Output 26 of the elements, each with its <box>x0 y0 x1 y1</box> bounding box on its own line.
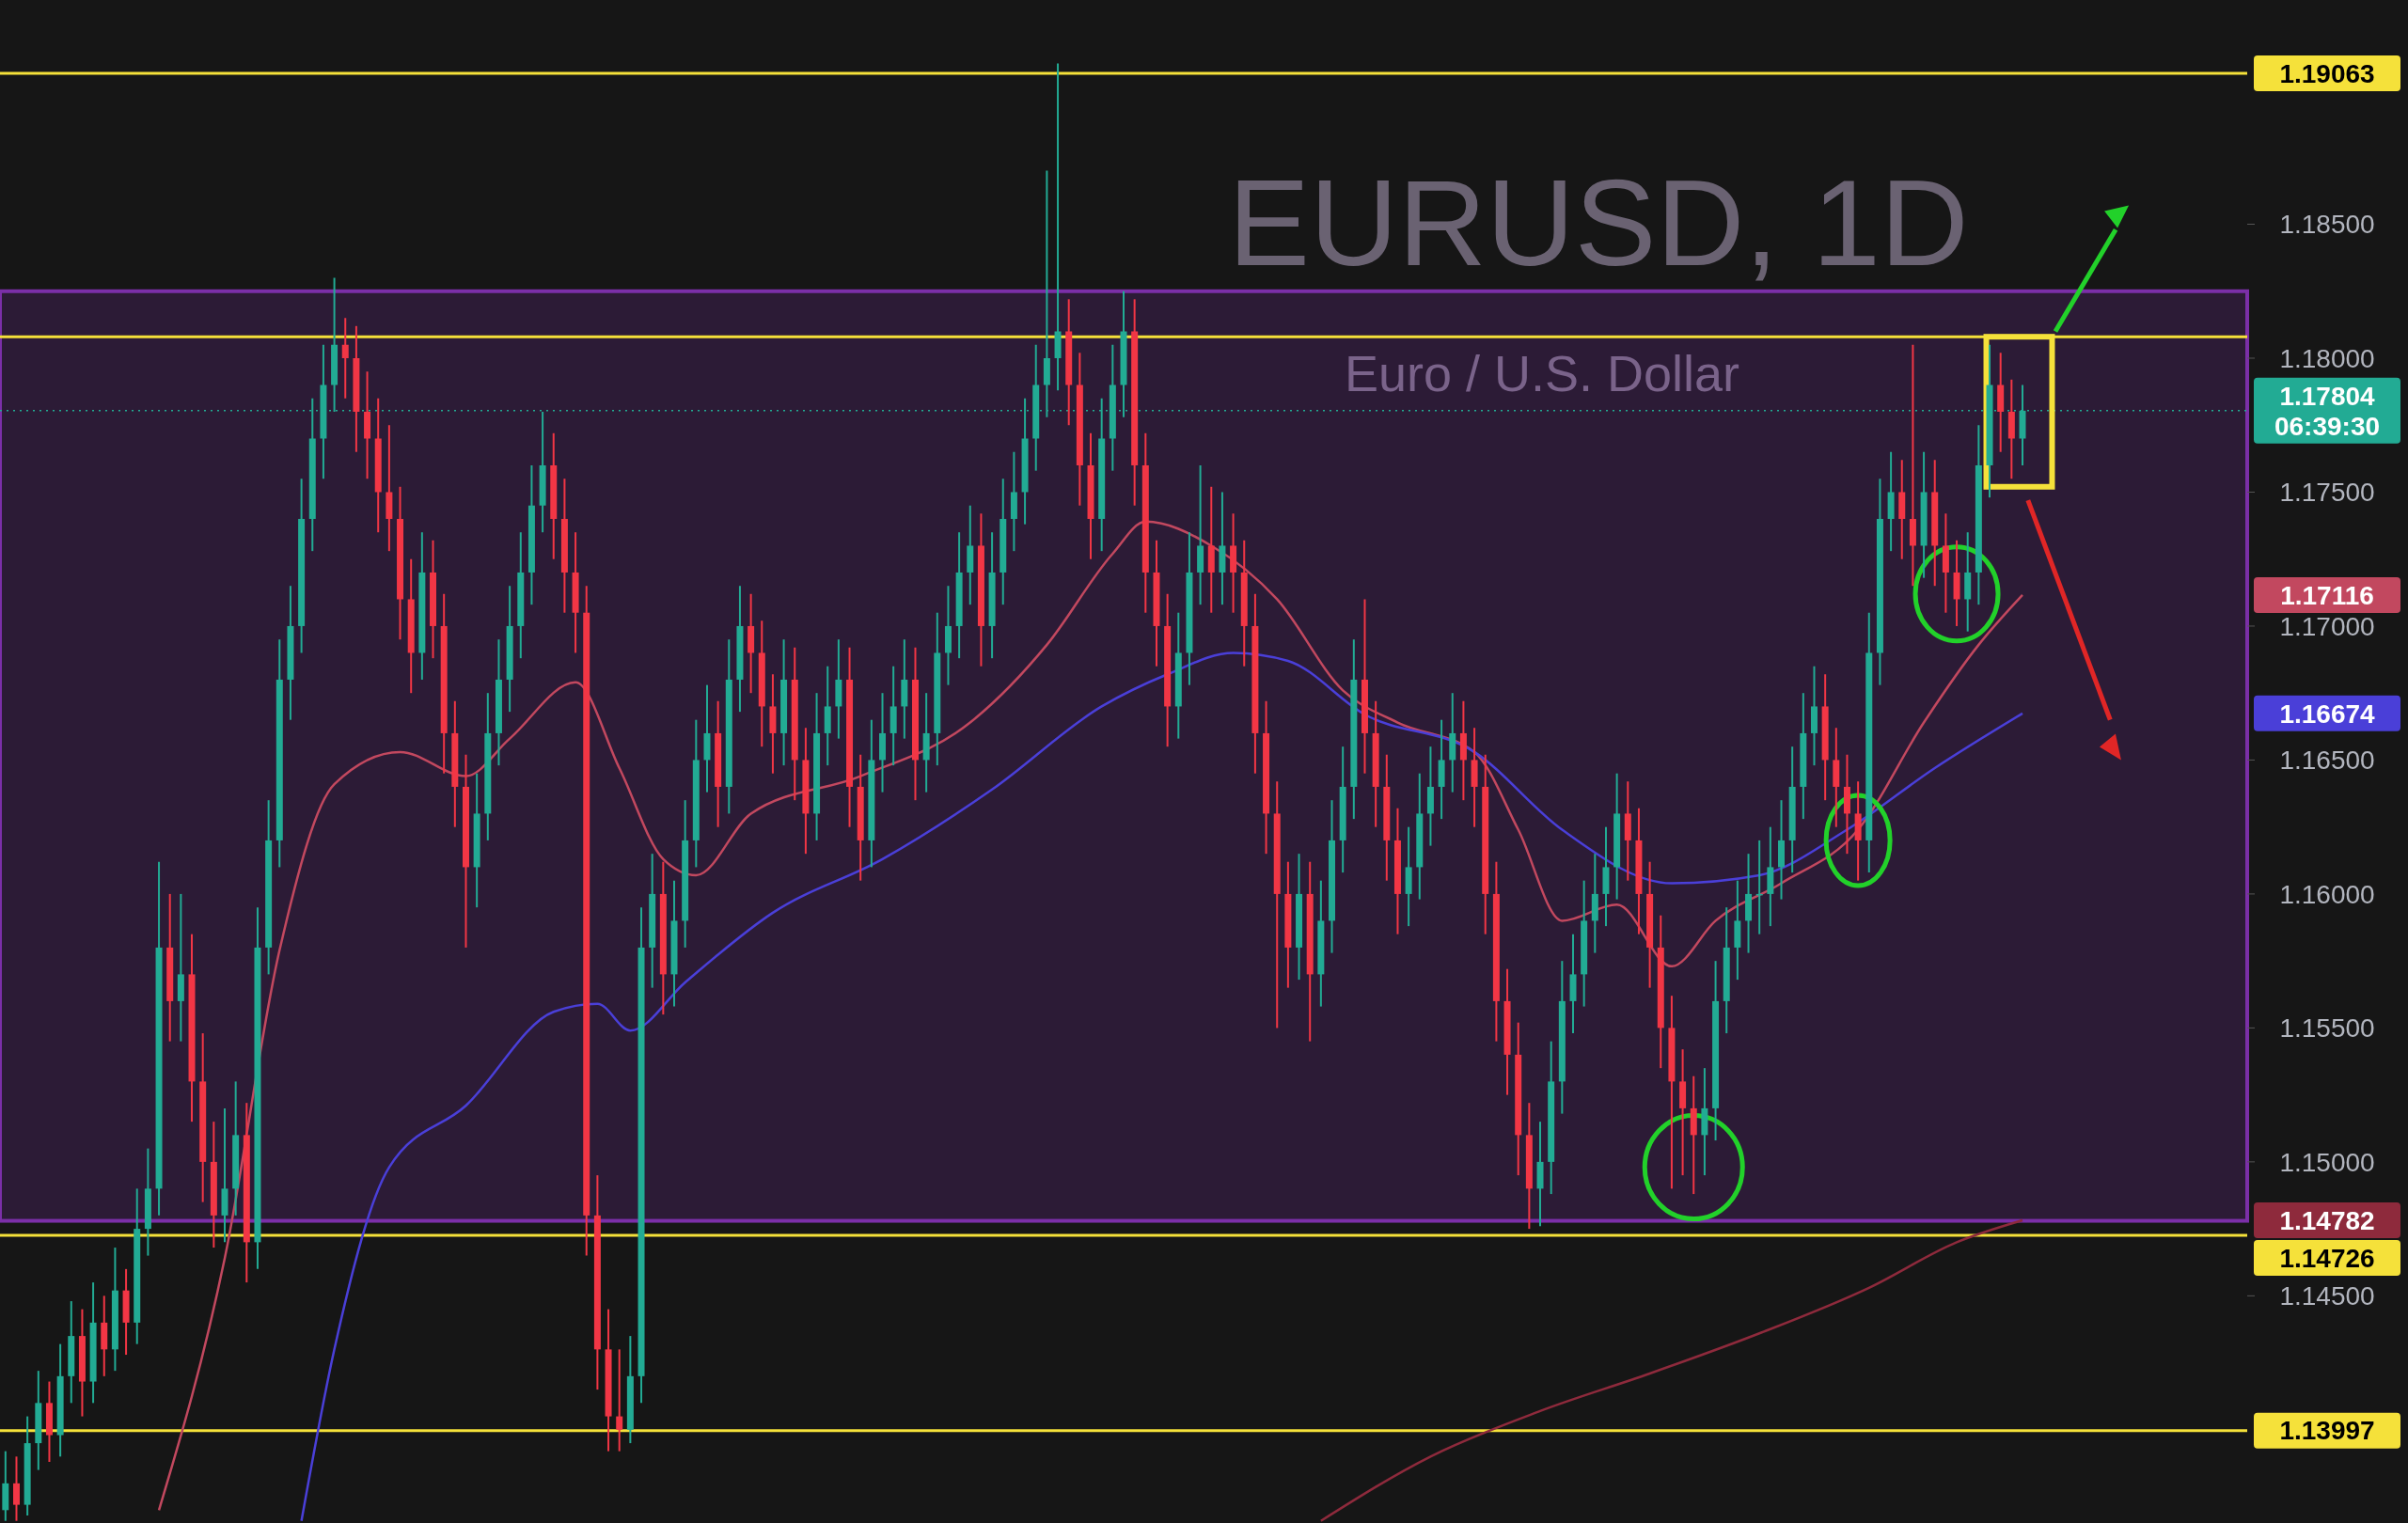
y-tick-label: 1.17000 <box>2279 611 2375 641</box>
text: 1.14782 <box>2279 1205 2375 1235</box>
text: EURUSD, 1D <box>1228 154 1969 291</box>
text: Euro / U.S. Dollar <box>1344 345 1740 401</box>
candlestick <box>12 1455 20 1522</box>
ref-line-label: 1.17804 <box>2279 381 2376 411</box>
y-tick-label: 1.16000 <box>2279 879 2375 909</box>
y-tick-label: 1.18500 <box>2279 210 2375 240</box>
y-tick-label: 1.17500 <box>2279 478 2375 508</box>
y-tick-label: 1.15500 <box>2279 1013 2375 1044</box>
text: 06:39:30 <box>2274 411 2381 441</box>
ref-line-label: 1.19063 <box>2279 58 2375 88</box>
y-tick-label: 1.15000 <box>2279 1147 2375 1177</box>
candlestick <box>616 1348 623 1452</box>
y-tick-label: 1.18000 <box>2279 343 2375 373</box>
ref-line-label: 1.14726 <box>2279 1243 2375 1273</box>
line-series <box>1319 1218 2024 1522</box>
ref-line-label: 1.13997 <box>2279 1416 2375 1446</box>
line-series <box>300 652 2024 1522</box>
text: 1.16674 <box>2279 699 2376 729</box>
y-tick-label: 1.16500 <box>2279 746 2375 776</box>
candlestick <box>1054 62 1062 392</box>
candlestick <box>341 317 349 400</box>
y-tick-label: 1.14500 <box>2279 1281 2375 1311</box>
text: 1.17116 <box>2280 580 2374 610</box>
candlestick <box>1909 343 1916 588</box>
